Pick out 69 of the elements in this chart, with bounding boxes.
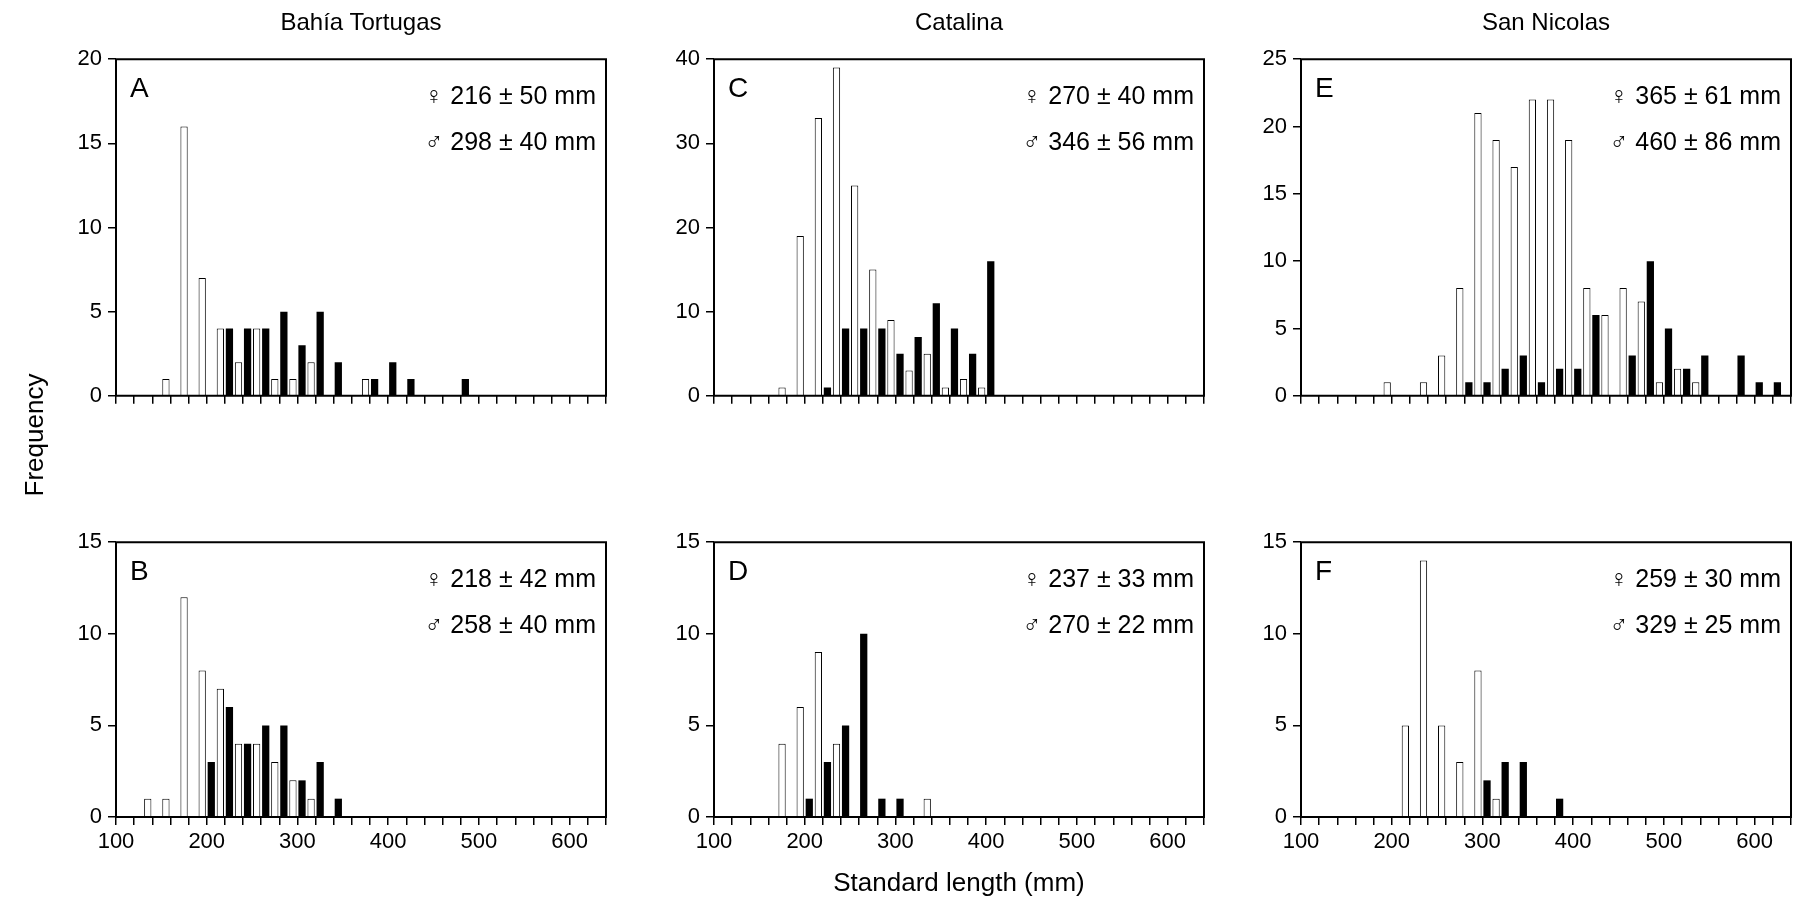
y-tick-label: 0 xyxy=(687,803,700,829)
x-tick-label: 200 xyxy=(786,828,824,854)
x-tick-label: 300 xyxy=(1464,828,1501,854)
annotation: ♀ 216 ± 50 mm xyxy=(424,81,596,110)
y-tick-label: 30 xyxy=(675,129,700,155)
y-tick-label: 0 xyxy=(687,381,700,407)
x-tick-label: 300 xyxy=(877,828,914,854)
y-tick-label: 5 xyxy=(687,711,700,737)
y-tick-label: 0 xyxy=(89,803,102,829)
y-tick-label: 0 xyxy=(1274,803,1287,829)
annotation: ♀ 270 ± 40 mm xyxy=(1022,81,1194,110)
x-tick-label: 200 xyxy=(1373,828,1411,854)
y-axis-title: Frequency xyxy=(18,373,50,496)
y-tick-label: 40 xyxy=(675,45,700,71)
annotation: A xyxy=(130,71,149,103)
annotation: ♂ 460 ± 86 mm xyxy=(1609,127,1781,156)
chart-title: Catalina xyxy=(914,8,1004,36)
y-tick-label: 10 xyxy=(1262,619,1287,645)
annotation: E xyxy=(1315,71,1334,103)
annotation: ♂ 298 ± 40 mm xyxy=(424,127,596,156)
y-tick-label: 10 xyxy=(77,213,102,239)
y-tick-label: 0 xyxy=(89,381,102,407)
x-tick-label: 400 xyxy=(967,828,1005,854)
annotation: ♂ 258 ± 40 mm xyxy=(424,610,596,639)
y-tick-label: 15 xyxy=(1262,528,1287,554)
x-tick-label: 500 xyxy=(1058,828,1096,854)
annotation: ♂ 270 ± 22 mm xyxy=(1022,610,1194,639)
x-tick-label: 300 xyxy=(279,828,316,854)
y-tick-label: 10 xyxy=(675,619,700,645)
y-tick-label: 5 xyxy=(89,297,102,323)
y-tick-label: 10 xyxy=(77,619,102,645)
annotation: B xyxy=(130,554,149,586)
x-axis-title: Standard length (mm) xyxy=(833,867,1085,898)
x-tick-label: 500 xyxy=(460,828,498,854)
x-tick-label: 600 xyxy=(1149,828,1187,854)
chart-title: San Nicolas xyxy=(1481,8,1611,36)
x-tick-label: 100 xyxy=(1282,828,1320,854)
y-tick-label: 20 xyxy=(1262,112,1287,138)
y-tick-label: 15 xyxy=(77,528,102,554)
y-tick-label: 15 xyxy=(77,129,102,155)
annotation: ♀ 237 ± 33 mm xyxy=(1022,564,1194,593)
y-tick-label: 20 xyxy=(675,213,700,239)
y-tick-label: 25 xyxy=(1262,45,1287,71)
x-tick-label: 600 xyxy=(551,828,589,854)
y-tick-label: 0 xyxy=(1274,381,1287,407)
x-tick-label: 100 xyxy=(695,828,733,854)
x-tick-label: 600 xyxy=(1736,828,1774,854)
annotation: F xyxy=(1315,554,1333,586)
annotation: ♀ 259 ± 30 mm xyxy=(1609,564,1781,593)
x-tick-label: 200 xyxy=(188,828,226,854)
x-tick-label: 100 xyxy=(97,828,135,854)
annotation: C xyxy=(728,71,749,103)
y-tick-label: 15 xyxy=(675,528,700,554)
annotation: D xyxy=(728,554,749,586)
y-tick-label: 5 xyxy=(1274,711,1287,737)
x-tick-label: 400 xyxy=(369,828,407,854)
annotation: ♂ 329 ± 25 mm xyxy=(1609,610,1781,639)
y-tick-label: 10 xyxy=(675,297,700,323)
x-tick-label: 400 xyxy=(1554,828,1592,854)
y-tick-label: 20 xyxy=(77,45,102,71)
y-tick-label: 5 xyxy=(89,711,102,737)
x-tick-label: 500 xyxy=(1645,828,1683,854)
annotation: ♀ 218 ± 42 mm xyxy=(424,564,596,593)
annotation: ♀ 365 ± 61 mm xyxy=(1609,81,1781,110)
y-tick-label: 15 xyxy=(1262,179,1287,205)
y-tick-label: 10 xyxy=(1262,247,1287,273)
annotation: ♂ 346 ± 56 mm xyxy=(1022,127,1194,156)
y-tick-label: 5 xyxy=(1274,314,1287,340)
chart-title: Bahía Tortugas xyxy=(280,8,442,36)
